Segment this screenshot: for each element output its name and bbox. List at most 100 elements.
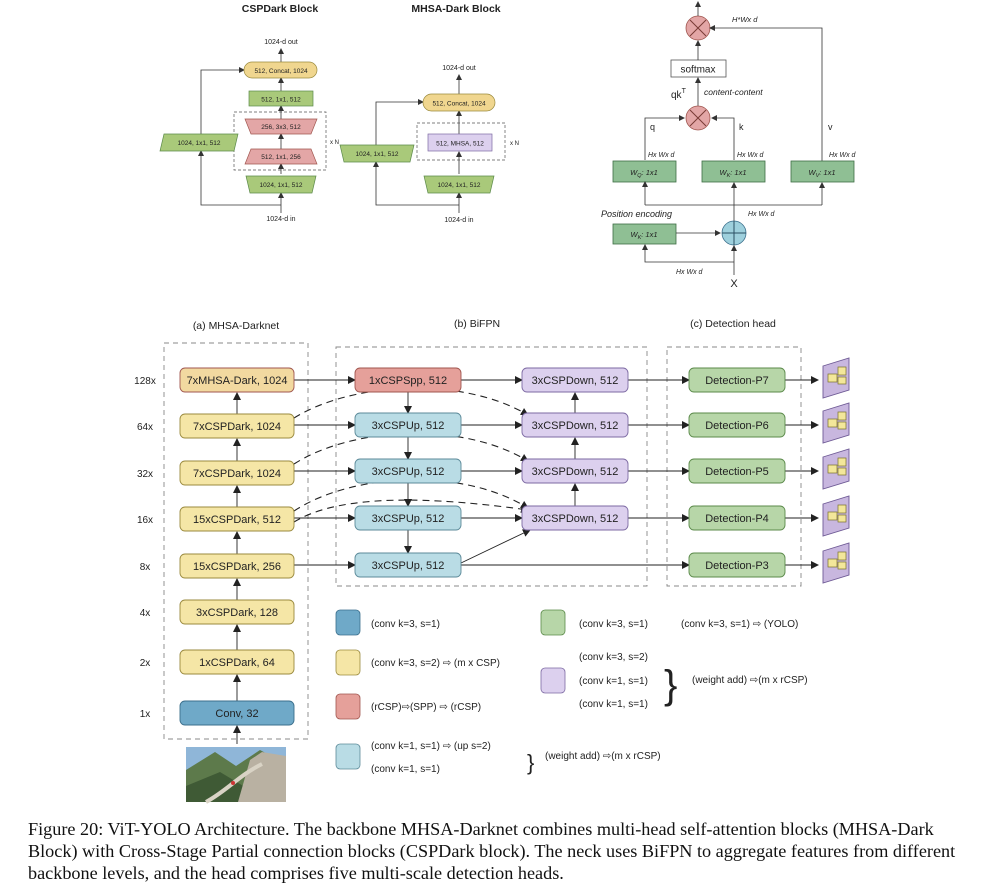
backbone-block-label: 7xCSPDark, 1024 xyxy=(193,468,281,480)
scale-label: 1x xyxy=(140,709,151,720)
detection-head xyxy=(688,552,786,578)
bifpn-right-label: 3xCSPDown, 512 xyxy=(532,513,619,525)
detection-output-icon xyxy=(822,357,850,399)
scale-label: 128x xyxy=(134,376,156,387)
v-label: v xyxy=(828,122,833,132)
q-dim-label: Hx Wx d xyxy=(648,152,676,159)
scale-label: 16x xyxy=(137,515,153,526)
mhsa-in-label: 1024-d in xyxy=(444,217,473,224)
wk-label: WK: 1x1 xyxy=(719,168,746,179)
mhsa-out-label: 1024-d out xyxy=(442,65,476,72)
self-attention-detail: H*Wx d softmax qkT content-content q k v… xyxy=(601,1,857,290)
mhsa-conv-in xyxy=(423,175,495,194)
backbone-block-label: 15xCSPDark, 256 xyxy=(193,561,281,573)
section-darknet-title: (a) MHSA-Darknet xyxy=(193,320,279,332)
cspdark-side-label: 1024, 1x1, 512 xyxy=(177,140,220,147)
backbone-block-label: 7xCSPDark, 1024 xyxy=(193,421,281,433)
backbone-block xyxy=(179,413,295,439)
cspdark-out-label: 1024-d out xyxy=(264,39,298,46)
legend-green-text: (conv k=3, s=1) xyxy=(579,619,648,630)
section-bifpn-title: (b) BiFPN xyxy=(454,318,500,330)
mhsa-side-conv xyxy=(339,144,415,163)
scale-label: 64x xyxy=(137,422,153,433)
detection-head xyxy=(688,458,786,484)
position-encoding-label: Position encoding xyxy=(601,209,672,219)
connector-lines xyxy=(233,376,819,744)
detection-head-label: Detection-P7 xyxy=(705,375,769,387)
cspdark-conv-in-label: 1024, 1x1, 512 xyxy=(259,182,302,189)
backbone-block xyxy=(179,700,295,726)
bifpn-left-label: 3xCSPUp, 512 xyxy=(372,466,445,478)
detection-head xyxy=(688,367,786,393)
backbone-block-label: 15xCSPDark, 512 xyxy=(193,514,281,526)
detection-output-icon xyxy=(822,495,850,537)
backbone-block xyxy=(179,599,295,625)
backbone-block-label: 1xCSPDark, 64 xyxy=(199,657,275,669)
x-dim-label: Hx Wx d xyxy=(676,269,704,276)
legend-green-tail: (conv k=3, s=1) ⇨ (YOLO) xyxy=(681,619,798,630)
legend-lightblue-text-2: (conv k=1, s=1) xyxy=(371,764,440,775)
mhsa-attention-label: 512, MHSA, 512 xyxy=(436,141,484,148)
legend-lightblue-brace: } xyxy=(527,750,534,775)
cspdark-conv-512-label: 512, 1x1, 512 xyxy=(261,97,301,104)
scale-labels: 128x 64x 32x 16x 8x 4x 2x 1x xyxy=(134,376,156,720)
legend-lightblue-text-1: (conv k=1, s=1) ⇨ (up s=2) xyxy=(371,741,491,752)
content-content-label: content-content xyxy=(704,87,763,97)
darknet-container xyxy=(163,342,309,740)
k-label: k xyxy=(739,122,744,132)
scale-label: 2x xyxy=(140,658,151,669)
legend-purple-text-2: (conv k=1, s=1) xyxy=(579,676,648,687)
v-dim-label: Hx Wx d xyxy=(829,152,857,159)
detection-output-icons xyxy=(822,357,850,584)
legend-purple-brace: } xyxy=(664,663,677,707)
legend-purple-text-1: (conv k=3, s=2) xyxy=(579,652,648,663)
cspdark-side-conv xyxy=(159,133,239,152)
bifpn-right-label: 3xCSPDown, 512 xyxy=(532,375,619,387)
cspdark-conv-256 xyxy=(244,148,318,165)
legend-swatch-green xyxy=(540,609,566,636)
detection-head-label: Detection-P5 xyxy=(705,466,769,478)
q-label: q xyxy=(650,122,655,132)
figure-caption: Figure 20: ViT-YOLO Architecture. The ba… xyxy=(28,819,956,883)
cspdark-conv-in xyxy=(245,175,317,194)
backbone-block-label: 3xCSPDark, 128 xyxy=(196,607,278,619)
bifpn-up-node xyxy=(354,458,462,484)
legend-lightblue-weight: (weight add) ⇨(m x rCSP) xyxy=(545,751,661,762)
softmax-label: softmax xyxy=(680,65,715,76)
detection-head-label: Detection-P6 xyxy=(705,420,769,432)
detection-head-label: Detection-P4 xyxy=(705,513,769,525)
legend-red-text: (rCSP)⇨(SPP) ⇨ (rCSP) xyxy=(371,702,481,713)
backbone-block-label: Conv, 32 xyxy=(215,708,258,720)
bifpn-left-label: 3xCSPUp, 512 xyxy=(372,513,445,525)
backbone-block xyxy=(179,460,295,486)
mhsa-repeat-frame xyxy=(416,122,506,161)
bifpn-container xyxy=(335,346,648,587)
head-container xyxy=(666,346,802,587)
section-head-title: (c) Detection head xyxy=(690,318,776,330)
bifpn-spp-node xyxy=(354,367,462,393)
cspdark-conv-256-label: 512, 1x1, 256 xyxy=(261,154,301,161)
backbone-stack: 7xMHSA-Dark, 1024 7xCSPDark, 1024 7xCSPDar… xyxy=(179,367,295,726)
bifpn-up-node xyxy=(354,552,462,578)
mhsa-concat xyxy=(422,93,496,112)
legend-swatch-purple xyxy=(540,667,566,694)
legend-yellow-text: (conv k=3, s=2) ⇨ (m x CSP) xyxy=(371,658,500,669)
backbone-block xyxy=(179,649,295,675)
detection-head xyxy=(688,412,786,438)
wk-pos-label: WK: 1x1 xyxy=(630,230,657,241)
pos-dim-label: Hx Wx d xyxy=(748,211,776,218)
legend-swatch-lightblue xyxy=(335,743,361,770)
detection-head-label: Detection-P3 xyxy=(705,560,769,572)
bifpn-up-node xyxy=(354,505,462,531)
mhsa-block-title: MHSA-Dark Block xyxy=(411,3,500,15)
detection-heads: Detection-P7 Detection-P6 Detection-P5 Dete… xyxy=(688,367,786,578)
mhsa-concat-label: 512, Concat, 1024 xyxy=(432,101,486,108)
legend: (conv k=3, s=1) (conv k=3, s=2) ⇨ (m x C… xyxy=(335,609,808,775)
bifpn-right-label: 3xCSPDown, 512 xyxy=(532,466,619,478)
wv-label: WV: 1x1 xyxy=(808,168,835,179)
cspdark-conv-3x3-label: 256, 3x3, 512 xyxy=(261,124,301,131)
backbone-block xyxy=(179,506,295,532)
cspdark-repeat-label: x N xyxy=(330,140,339,146)
legend-purple-weight: (weight add) ⇨(m x rCSP) xyxy=(692,675,808,686)
